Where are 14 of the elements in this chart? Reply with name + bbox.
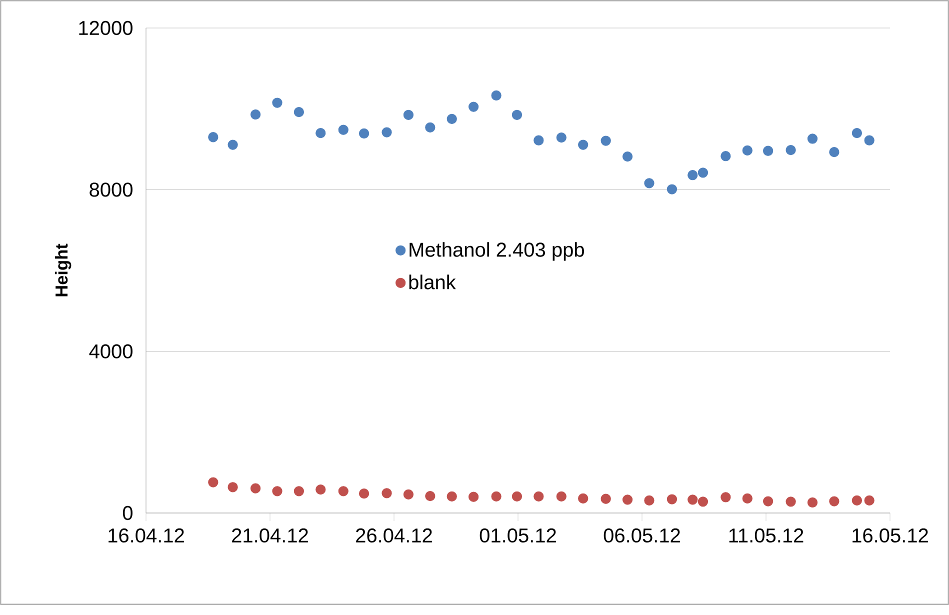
y-axis-title: Height xyxy=(54,244,72,296)
y-tick-label: 12000 xyxy=(79,20,132,36)
x-tick-label: 26.04.12 xyxy=(356,528,432,543)
legend-label: blank xyxy=(409,274,456,290)
x-tick-label: 16.05.12 xyxy=(852,528,928,543)
legend-label: Methanol 2.403 ppb xyxy=(410,242,584,261)
x-tick-label: 01.05.12 xyxy=(480,528,556,543)
x-tick-label: 16.04.12 xyxy=(108,528,184,543)
y-tick-label: 0 xyxy=(122,506,132,520)
x-tick-label: 21.04.12 xyxy=(232,528,308,543)
x-tick-label: 06.05.12 xyxy=(604,528,680,543)
y-tick-label: 8000 xyxy=(90,182,132,197)
y-tick-label: 4000 xyxy=(89,344,132,358)
x-tick-label: 11.05.12 xyxy=(729,528,804,543)
